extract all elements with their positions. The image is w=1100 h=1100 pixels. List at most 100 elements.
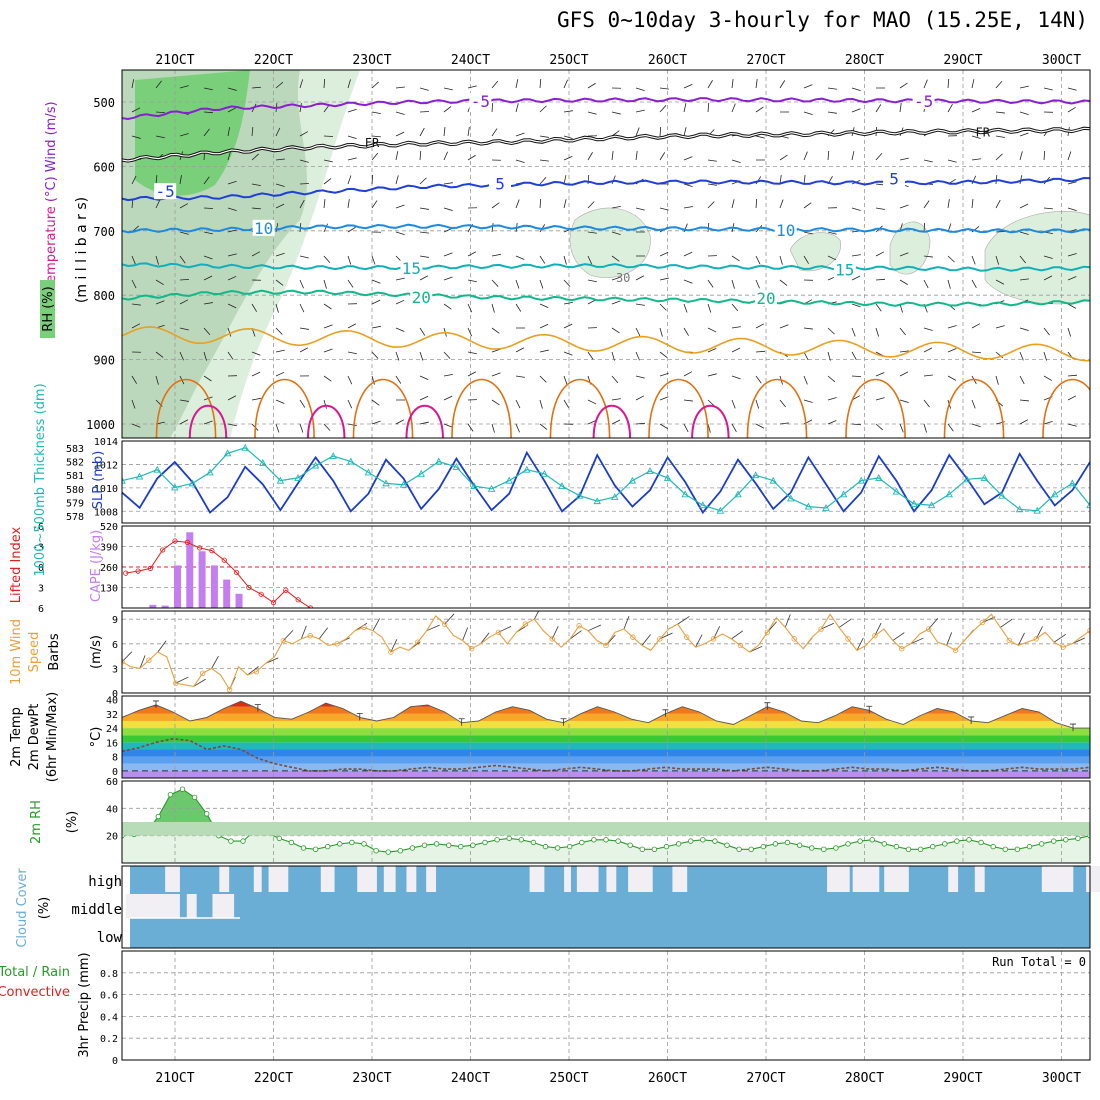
wind-barb: [347, 279, 354, 288]
wind-barb: [539, 399, 543, 409]
temp-minmax-marker: [764, 702, 771, 710]
wind10-marker: [603, 642, 609, 649]
wind-barb: [491, 102, 494, 113]
cloud-layer-label: middle: [71, 902, 122, 918]
wind-barb: [491, 253, 501, 257]
thickness-tick-label: 580: [66, 485, 84, 496]
dewpoint-line: [122, 737, 1090, 772]
rh2m-marker: [954, 838, 960, 844]
thickness-marker: [927, 501, 936, 509]
wind-barb: [683, 156, 693, 161]
wind-barb: [371, 200, 378, 209]
rh2m-marker: [942, 841, 948, 847]
wind-barb: [803, 327, 813, 330]
pressure-tick-label: 1000: [86, 418, 115, 432]
wind-barb: [371, 174, 374, 185]
wind-barb: [563, 279, 571, 287]
isotherm-arch: [943, 378, 1005, 438]
wind-barb: [707, 80, 713, 89]
wind-barb: [275, 127, 281, 137]
cloud-high-gap: [406, 866, 417, 892]
wind-barb: [611, 375, 619, 384]
cloud-high-gap: [827, 866, 850, 892]
wind-barb: [1019, 399, 1029, 402]
rh2m-marker: [191, 794, 198, 801]
thickness-marker: [241, 443, 249, 451]
wind-barb: [1067, 87, 1077, 91]
thickness-marker: [311, 461, 320, 469]
wind-barb: [419, 127, 425, 137]
temp-band: [122, 756, 1090, 764]
wind-barb: [395, 86, 405, 89]
rh2m-marker: [893, 843, 900, 850]
wind-barb: [635, 303, 645, 306]
contour-label: 30: [616, 271, 630, 285]
wind-barb: [131, 175, 137, 185]
wind-barb: [1019, 375, 1025, 385]
wind-barb: [227, 87, 237, 91]
wind-barb: [563, 135, 573, 139]
wind-barb-10m: [641, 634, 651, 646]
wind-barb: [875, 372, 885, 377]
wind-barb: [155, 255, 159, 265]
contour-label: 15: [835, 261, 854, 280]
cape-tick-label: 260: [100, 563, 118, 574]
wind-barb-10m: [587, 624, 602, 632]
lifted-index-marker: [270, 599, 277, 606]
rh2m-marker: [554, 845, 561, 851]
thickness-marker: [122, 476, 126, 484]
wind-barb: [515, 303, 522, 312]
wind-barb: [995, 375, 999, 385]
wind-barb: [323, 78, 326, 89]
wind-barb: [1067, 327, 1072, 337]
wind-barb: [635, 109, 645, 113]
wind-barb: [203, 420, 213, 425]
wind-barb: [227, 127, 231, 137]
wind-barb: [251, 207, 261, 210]
precip-tick-label: 0: [112, 1056, 118, 1067]
isotherm-arch: [451, 378, 512, 438]
wind-barb: [155, 175, 158, 185]
rh2m-marker: [990, 843, 996, 850]
wind-barb: [803, 231, 813, 235]
wind-barb: [251, 397, 261, 401]
cloud-high-gap: [253, 866, 262, 892]
wind-barb: [395, 375, 402, 384]
wind-barb: [587, 111, 597, 115]
date-tick-bottom: 30OCT: [1042, 1071, 1081, 1086]
cloud-high-gap: [268, 866, 289, 892]
wind-barb: [995, 255, 1000, 265]
thickness-marker: [822, 504, 830, 511]
isotherm-arch: [549, 378, 611, 438]
precip-tick-label: 0.4: [100, 1012, 118, 1023]
wind-barb: [155, 300, 165, 305]
wind-barb: [563, 375, 568, 385]
temp-band: [122, 706, 1090, 714]
wind-barb: [827, 231, 837, 235]
wind-barb: [611, 255, 620, 262]
rh-shade-patch: [569, 207, 651, 278]
wind-barb: [803, 255, 809, 264]
wind-barb: [443, 127, 446, 137]
wind-barb: [635, 275, 645, 281]
wind-barb: [251, 127, 254, 137]
wind-barb: [803, 84, 813, 89]
temp2m-ylabel: 2m DewPt: [27, 704, 42, 771]
wind-barb: [227, 151, 231, 161]
wind-barb: [1043, 275, 1053, 281]
wind-barb: [227, 253, 237, 257]
wind-barb: [755, 323, 765, 329]
contour-label: 20: [412, 288, 431, 307]
wind-barb: [947, 78, 950, 89]
wind10-tick-label: 6: [112, 640, 118, 651]
thickness-marker: [188, 479, 197, 487]
wind-barb: [803, 175, 806, 185]
thickness-marker: [135, 472, 144, 480]
wind-barb: [1043, 207, 1053, 210]
rh2m-marker: [325, 843, 331, 850]
wind-barb: [1019, 175, 1023, 185]
rh2m-marker: [458, 843, 464, 850]
cloud-frame: [121, 865, 1091, 949]
wind-barb: [923, 200, 930, 209]
wind-barb: [371, 375, 375, 385]
